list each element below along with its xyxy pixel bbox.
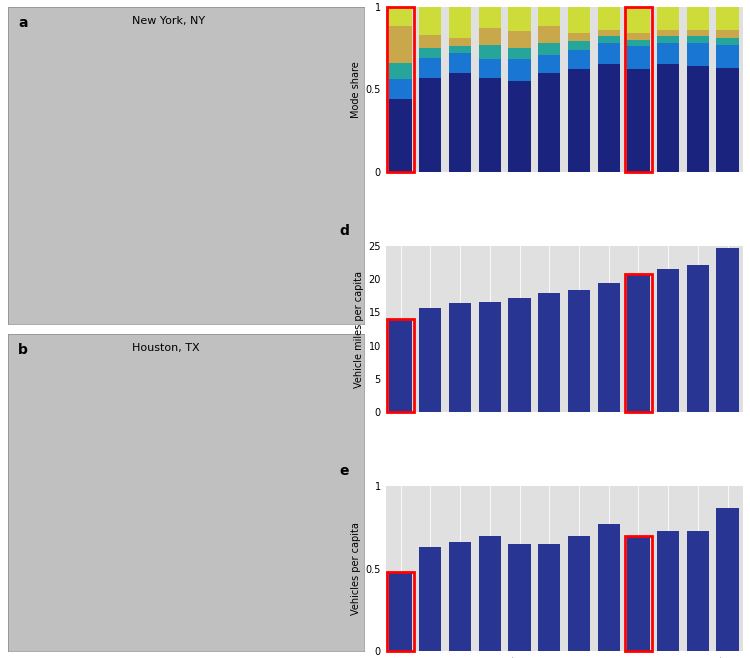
Bar [509,298,531,412]
Bar [389,63,412,80]
Bar [657,531,680,651]
Bar [568,69,590,172]
Bar [716,45,739,68]
Y-axis label: Vehicle miles per capita: Vehicle miles per capita [354,270,364,388]
Bar [687,531,709,651]
Text: Houston, TX: Houston, TX [133,343,200,353]
Bar [538,73,560,172]
Bar [627,33,650,39]
Bar [538,26,560,43]
Bar [478,45,501,59]
Bar [598,7,619,30]
Bar [687,66,709,172]
Bar [538,43,560,55]
Bar [419,7,442,35]
Bar [389,572,412,651]
Bar [598,36,619,43]
Bar [419,547,442,651]
Text: a: a [18,16,28,30]
Bar [716,38,739,45]
Bar [716,68,739,172]
Text: d: d [339,224,350,238]
Bar [568,7,590,33]
Bar [449,38,471,46]
Bar [449,7,471,38]
Bar [598,283,619,412]
Bar [568,41,590,49]
Bar [509,7,531,32]
Bar [627,7,650,33]
Bar [389,7,412,26]
Text: New York, NY: New York, NY [133,16,206,26]
Bar [478,536,501,651]
Bar [449,53,471,73]
Bar [509,59,531,81]
Bar [627,69,650,172]
Bar [419,308,442,412]
Bar [568,33,590,41]
Bar [478,59,501,78]
Bar [478,7,501,28]
Bar [657,7,680,30]
Bar [716,7,739,30]
Bar [478,302,501,412]
Bar [598,64,619,172]
Bar [389,26,412,63]
Bar [657,36,680,43]
Text: b: b [18,343,28,357]
Bar [627,46,650,69]
Bar [716,30,739,38]
Bar [449,542,471,651]
Bar [716,247,739,412]
Bar [657,64,680,172]
Bar [419,78,442,172]
Y-axis label: Mode share: Mode share [351,61,361,118]
Bar [687,43,709,66]
Bar [419,48,442,58]
Y-axis label: Vehicles per capita: Vehicles per capita [351,522,361,615]
Bar [627,39,650,46]
Bar [687,36,709,43]
Bar [687,7,709,30]
Bar [478,28,501,45]
Bar [657,270,680,412]
Bar [687,30,709,36]
Bar [538,293,560,412]
Bar [627,536,650,651]
Bar [627,274,650,412]
Bar [568,536,590,651]
Bar [657,43,680,64]
Bar [509,544,531,651]
Bar [449,46,471,53]
Bar [389,80,412,99]
Bar [419,58,442,78]
Bar [509,81,531,172]
Bar [568,290,590,412]
Bar [449,303,471,412]
Bar [509,48,531,59]
Bar [389,99,412,172]
Bar [419,35,442,48]
Bar [716,507,739,651]
Bar [538,544,560,651]
Bar [538,7,560,26]
Text: e: e [339,464,349,478]
Bar [687,265,709,412]
Bar [449,73,471,172]
Bar [568,49,590,69]
Bar [478,78,501,172]
Bar [598,30,619,36]
Bar [598,43,619,64]
Bar [389,319,412,412]
Bar [657,30,680,36]
Bar [509,32,531,48]
Bar [538,55,560,73]
Bar [598,524,619,651]
